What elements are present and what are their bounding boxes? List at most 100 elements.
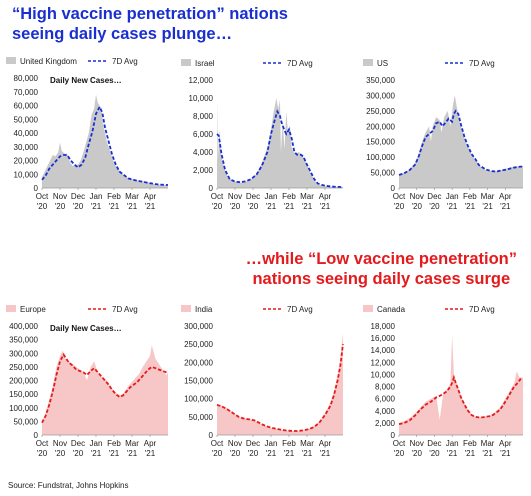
y-tick-label: 6,000	[193, 130, 214, 139]
y-tick-label: 18,000	[371, 322, 396, 331]
seven-day-avg-line	[41, 352, 169, 424]
y-tick-label: 300,000	[184, 322, 213, 331]
y-tick-label: 16,000	[371, 334, 396, 343]
chart-panel-europe: Europe 7D Avg 0 50,000 100,000 150,000 200,000…	[6, 305, 169, 458]
x-tick-label-year: '21	[482, 449, 493, 458]
y-tick-label: 50,000	[371, 169, 396, 178]
x-tick-label-month: Oct	[211, 439, 224, 448]
y-tick-label: 150,000	[184, 377, 213, 386]
x-tick-label-month: Jan	[265, 439, 278, 448]
y-tick-label: 4,000	[193, 148, 214, 157]
y-tick-label: 8,000	[375, 383, 396, 392]
x-tick-label-month: Jan	[446, 192, 459, 201]
x-tick-label-month: Oct	[36, 439, 49, 448]
x-tick-label-year: '21	[109, 449, 120, 458]
headline-line-2: nations seeing daily cases surge	[252, 270, 511, 288]
y-tick-label: 200,000	[366, 122, 395, 131]
x-tick-label-year: '21	[145, 449, 156, 458]
legend-label-country: India	[195, 305, 213, 314]
x-tick-label-year: '21	[465, 449, 476, 458]
headline-low-vaccine: …while “Low vaccine penetration” nations…	[246, 249, 517, 289]
x-tick-label-year: '20	[411, 449, 422, 458]
y-tick-label: 2,000	[375, 419, 396, 428]
y-tick-label: 60,000	[14, 102, 39, 111]
x-tick-label-year: '20	[429, 202, 440, 211]
legend-swatch-bars	[181, 305, 191, 312]
y-tick-label: 300,000	[366, 91, 395, 100]
x-tick-label-year: '20	[429, 449, 440, 458]
y-tick-label: 100,000	[184, 395, 213, 404]
x-tick-label-year: '21	[284, 449, 295, 458]
x-tick-label-year: '21	[302, 449, 313, 458]
x-tick-label-year: '21	[91, 449, 102, 458]
y-tick-label: 200,000	[9, 377, 38, 386]
y-tick-label: 0	[391, 184, 396, 193]
y-tick-label: 100,000	[366, 153, 395, 162]
x-tick-label-month: Apr	[319, 192, 332, 201]
x-tick-label-year: '21	[302, 202, 313, 211]
x-tick-label-month: Nov	[228, 192, 242, 201]
x-tick-label-year: '21	[500, 202, 511, 211]
x-tick-label-year: '21	[127, 449, 138, 458]
y-tick-label: 150,000	[9, 390, 38, 399]
legend-label-7d-avg: 7D Avg	[112, 305, 138, 314]
y-tick-label: 40,000	[14, 129, 39, 138]
chart-annotation: Daily New Cases…	[50, 324, 122, 333]
chart-panel-united-kingdom: United Kingdom 7D Avg 0 10,000 20,000 30,000 4…	[6, 57, 169, 211]
x-tick-label-year: '20	[248, 202, 259, 211]
legend-label-country: Europe	[20, 305, 46, 314]
legend-label-7d-avg: 7D Avg	[287, 59, 313, 68]
y-tick-label: 10,000	[189, 94, 214, 103]
y-tick-label: 0	[209, 184, 214, 193]
x-tick-label-year: '21	[266, 202, 277, 211]
y-tick-label: 0	[34, 431, 39, 440]
x-tick-label-month: Oct	[211, 192, 224, 201]
x-tick-label-year: '21	[145, 202, 156, 211]
x-tick-label-month: Dec	[427, 439, 441, 448]
x-tick-label-month: Feb	[463, 192, 477, 201]
y-tick-label: 400,000	[9, 322, 38, 331]
x-tick-label-year: '21	[465, 202, 476, 211]
y-tick-label: 350,000	[9, 336, 38, 345]
x-tick-label-month: Feb	[282, 192, 296, 201]
seven-day-avg-line	[398, 109, 524, 176]
x-tick-label-year: '21	[91, 202, 102, 211]
x-tick-label-month: Mar	[300, 192, 314, 201]
x-tick-label-month: Dec	[71, 439, 85, 448]
legend-label-7d-avg: 7D Avg	[112, 57, 138, 66]
x-tick-label-month: Oct	[393, 192, 406, 201]
y-tick-label: 14,000	[371, 346, 396, 355]
seven-day-avg-line	[216, 109, 344, 188]
charts-canvas: United Kingdom 7D Avg 0 10,000 20,000 30,000 4…	[6, 57, 524, 458]
x-tick-label-year: '21	[266, 449, 277, 458]
legend-swatch-bars	[181, 59, 191, 66]
chart-panel-canada: Canada 7D Avg 0 2,000 4,000 6,000 8,000 10,000 1…	[363, 305, 524, 458]
x-tick-label-year: '20	[212, 202, 223, 211]
legend-label-country: Canada	[377, 305, 406, 314]
x-tick-label-month: Jan	[90, 192, 103, 201]
legend-label-7d-avg: 7D Avg	[469, 305, 495, 314]
y-tick-label: 2,000	[193, 166, 214, 175]
x-tick-label-year: '20	[55, 202, 66, 211]
x-tick-label-month: Dec	[246, 192, 260, 201]
x-tick-label-year: '20	[230, 202, 241, 211]
x-tick-label-month: Mar	[481, 192, 495, 201]
x-tick-label-month: Nov	[53, 439, 67, 448]
x-tick-label-year: '20	[212, 449, 223, 458]
daily-cases-bars	[399, 95, 523, 188]
y-tick-label: 10,000	[14, 170, 39, 179]
x-tick-label-year: '21	[127, 202, 138, 211]
x-tick-label-month: Jan	[265, 192, 278, 201]
x-tick-label-month: Dec	[246, 439, 260, 448]
x-tick-label-year: '20	[411, 202, 422, 211]
y-tick-label: 12,000	[189, 76, 214, 85]
x-tick-label-year: '20	[230, 449, 241, 458]
x-tick-label-month: Nov	[53, 192, 67, 201]
legend-label-7d-avg: 7D Avg	[469, 59, 495, 68]
x-tick-label-year: '21	[500, 449, 511, 458]
y-tick-label: 20,000	[14, 157, 39, 166]
x-tick-label-month: Nov	[410, 192, 424, 201]
y-tick-label: 10,000	[371, 370, 396, 379]
x-tick-label-year: '20	[248, 449, 259, 458]
headline-high-vaccine: “High vaccine penetration” nations seein…	[12, 4, 288, 44]
